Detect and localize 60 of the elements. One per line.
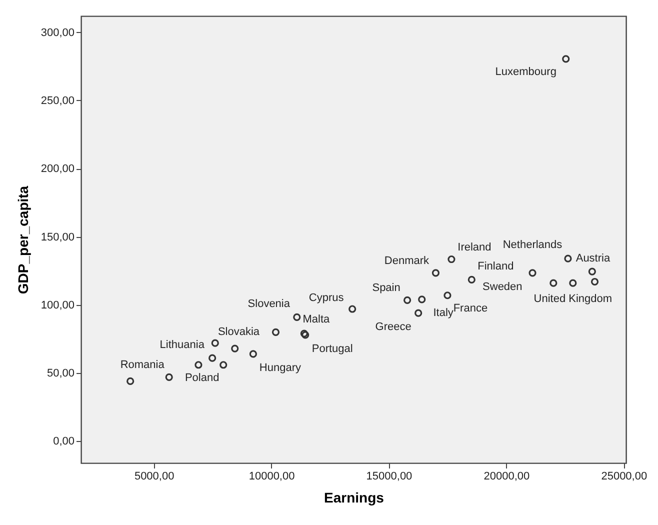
point xyxy=(528,269,536,277)
x-tick-label: 15000,00 xyxy=(366,470,412,482)
point xyxy=(468,276,476,284)
x-tick-label: 20000,00 xyxy=(484,470,530,482)
y-tick-label: 0,00 xyxy=(53,436,74,448)
point xyxy=(588,268,596,276)
x-axis-title: Earnings xyxy=(324,490,384,506)
point xyxy=(414,309,422,317)
y-tick-label: 300,00 xyxy=(40,26,74,39)
point xyxy=(590,278,599,286)
point xyxy=(272,328,280,336)
point xyxy=(194,361,202,369)
annotation: United Kingdom xyxy=(534,293,612,306)
point xyxy=(348,305,356,313)
annotation: Netherlands xyxy=(502,238,563,251)
annotation: Sweden xyxy=(482,281,522,294)
point xyxy=(231,344,239,352)
annotation: France xyxy=(453,302,488,314)
annotation: Portugal xyxy=(312,342,353,355)
point xyxy=(444,292,452,300)
point xyxy=(550,279,558,287)
x-tick-label: 25000,00 xyxy=(601,470,648,482)
annotation: Lithuania xyxy=(160,339,206,352)
y-axis-title: GDP_per_capita xyxy=(14,186,31,294)
annotation: Romania xyxy=(120,359,166,372)
point xyxy=(562,55,570,63)
annotation: Luxembourg xyxy=(495,66,556,78)
y-tick-label: 150,00 xyxy=(40,231,74,244)
y-tick-label: 100,00 xyxy=(40,299,74,312)
point xyxy=(569,279,577,287)
y-tick-label: 50,00 xyxy=(46,368,74,380)
annotation: Finland xyxy=(478,260,514,273)
annotation: Poland xyxy=(184,372,220,384)
annotation: Italy xyxy=(433,307,454,320)
point xyxy=(126,377,134,386)
point xyxy=(448,255,456,264)
point xyxy=(165,373,173,381)
point xyxy=(249,350,257,358)
annotation: Austria xyxy=(576,252,611,265)
point xyxy=(208,354,216,362)
point xyxy=(432,269,440,277)
annotation: Greece xyxy=(375,321,412,334)
point xyxy=(564,254,572,262)
annotation: Ireland xyxy=(458,241,492,254)
x-tick-label: 10000,00 xyxy=(248,470,295,482)
point xyxy=(418,296,426,304)
y-tick-label: 250,00 xyxy=(40,94,74,107)
annotation: Cyprus xyxy=(308,292,344,304)
annotation: Slovakia xyxy=(218,326,260,338)
annotation: Spain xyxy=(372,282,400,294)
point xyxy=(293,313,301,321)
annotation: Denmark xyxy=(384,254,430,267)
point xyxy=(220,361,228,369)
point xyxy=(211,339,219,347)
annotation: Malta xyxy=(302,314,330,326)
point xyxy=(403,296,412,304)
y-tick-label: 200,00 xyxy=(40,163,74,176)
x-tick-label: 5000,00 xyxy=(134,470,174,482)
annotation: Hungary xyxy=(259,362,302,374)
annotation: Slovenia xyxy=(248,298,291,310)
